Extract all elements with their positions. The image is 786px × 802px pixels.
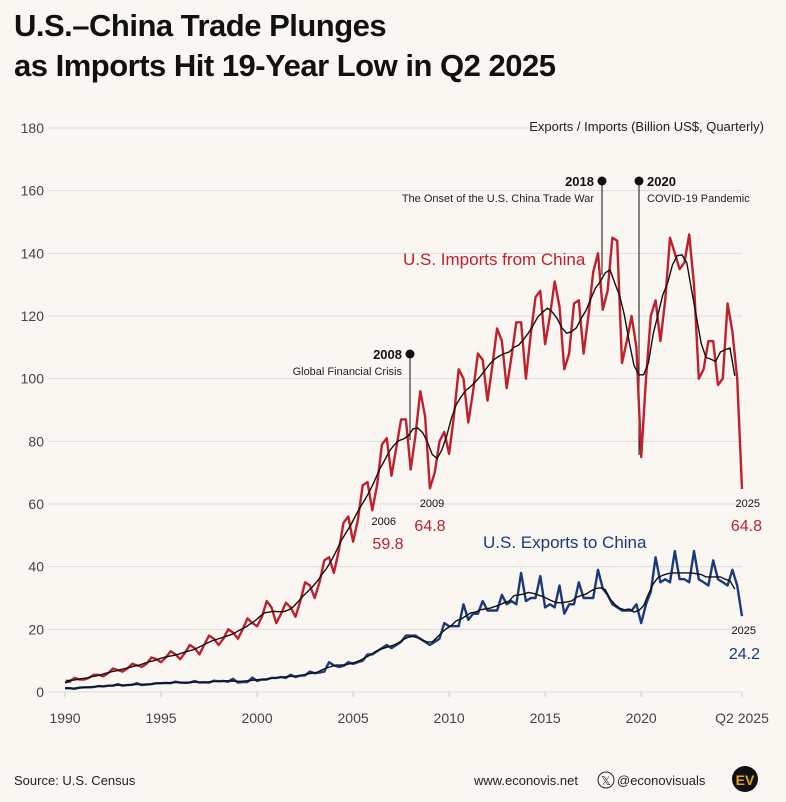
annotation-year: 2008	[373, 347, 402, 362]
annotation-year: 2018	[565, 174, 594, 189]
x-tick-label: Q2 2025	[715, 710, 769, 726]
label-year-2009: 2009	[420, 498, 444, 510]
y-tick-label: 180	[21, 120, 45, 136]
annotation-year: 2020	[647, 174, 676, 189]
svg-text:𝕏: 𝕏	[601, 774, 611, 788]
y-tick-label: 160	[21, 183, 45, 199]
y-axis-label: Exports / Imports (Billion US$, Quarterl…	[529, 119, 764, 134]
exports-series-label: U.S. Exports to China	[483, 533, 647, 552]
title-line-1: U.S.–China Trade Plunges	[14, 8, 387, 43]
annotation-2018: 2018 The Onset of the U.S. China Trade W…	[402, 174, 607, 275]
annotation-text: The Onset of the U.S. China Trade War	[402, 193, 595, 205]
source-text: Source: U.S. Census	[14, 773, 136, 788]
chart-title: U.S.–China Trade Plunges as Imports Hit …	[14, 6, 556, 86]
y-ticks: 0 20 40 60 80 100 120 140 160 180	[21, 120, 45, 700]
x-logo-icon: 𝕏	[597, 771, 615, 789]
x-tick-label: 2010	[434, 710, 465, 726]
label-value-2025-exports: 24.2	[729, 646, 760, 663]
x-ticks: 1990 1995 2000 2005 2010 2015 2020 Q2 2025	[49, 692, 769, 726]
exports-moving-average-line	[65, 572, 736, 690]
y-tick-label: 20	[28, 621, 44, 637]
annotation-text: Global Financial Crisis	[293, 366, 403, 378]
grid	[48, 127, 742, 693]
y-tick-label: 60	[28, 496, 44, 512]
label-value-2025-imports: 64.8	[731, 518, 762, 535]
annotation-2020: 2020 COVID-19 Pandemic	[634, 174, 750, 455]
x-tick-label: 1990	[49, 710, 80, 726]
y-tick-label: 40	[28, 559, 44, 575]
title-line-2: as Imports Hit 19-Year Low in Q2 2025	[14, 48, 556, 83]
annotation-text: COVID-19 Pandemic	[647, 193, 750, 205]
y-tick-label: 140	[21, 245, 45, 261]
label-year-2006: 2006	[372, 516, 396, 528]
imports-line	[64, 233, 744, 684]
series-lines	[64, 233, 744, 691]
exports-line	[65, 549, 744, 691]
y-tick-label: 120	[21, 308, 45, 324]
x-tick-label: 2000	[241, 710, 272, 726]
x-tick-label: 2020	[626, 710, 657, 726]
website-link[interactable]: www.econovis.net	[473, 773, 578, 788]
econovis-logo: EV	[732, 766, 758, 792]
annotation-dot	[634, 176, 644, 186]
annotation-dot	[597, 176, 607, 186]
annotation-2008: 2008 Global Financial Crisis	[293, 347, 415, 440]
social-handle[interactable]: @econovisuals	[617, 773, 706, 788]
imports-series-label: U.S. Imports from China	[403, 250, 586, 269]
label-value-2006: 59.8	[372, 536, 403, 553]
svg-text:EV: EV	[736, 772, 755, 788]
y-tick-label: 100	[21, 371, 45, 387]
x-tick-label: 1995	[145, 710, 176, 726]
label-year-2025-exports: 2025	[732, 625, 756, 637]
annotation-dot	[405, 349, 415, 359]
label-value-2009: 64.8	[414, 518, 445, 535]
y-tick-label: 0	[36, 684, 44, 700]
imports-moving-average-line	[64, 254, 736, 684]
x-tick-label: 2015	[530, 710, 561, 726]
label-year-2025-imports: 2025	[736, 498, 760, 510]
x-tick-label: 2005	[338, 710, 369, 726]
y-tick-label: 80	[28, 433, 44, 449]
